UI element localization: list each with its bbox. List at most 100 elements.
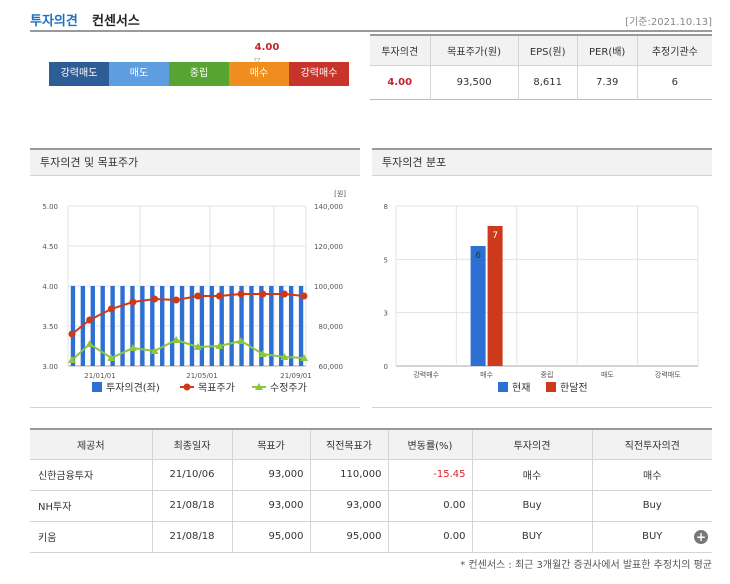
- adjusted-price-point: [280, 353, 289, 360]
- panel-title: 투자의견 및 목표주가: [30, 148, 360, 176]
- summary-opinion-value: 4.00: [387, 76, 413, 88]
- opinion-distribution-panel: 투자의견 분포 8 5 3 0 강력매수 매수 6 7 중립 매도 강력매도 현재 한달전: [372, 148, 712, 408]
- table-row: NH투자 21/08/18 93,000 93,000 0.00 Buy Buy: [30, 490, 712, 522]
- legend-swatch: [183, 383, 191, 391]
- legend-label: 한달전: [560, 382, 588, 394]
- x-tick-label: 강력매도: [655, 370, 681, 379]
- right-tick-label: 140,000: [314, 203, 343, 211]
- x-tick-label: 매수: [480, 371, 493, 379]
- summary-header: PER(배): [576, 35, 638, 66]
- cell-provider: NH투자: [30, 490, 152, 522]
- target-price-point: [259, 290, 267, 298]
- adjusted-price-point: [128, 344, 137, 351]
- target-price-point: [194, 292, 202, 300]
- legend-label: 현재: [512, 382, 530, 394]
- x-tick-label: 21/09/01: [280, 372, 311, 380]
- adjusted-price-point: [85, 340, 94, 347]
- summary-target-price: 93,500: [429, 65, 519, 100]
- summary-header: 목표주가(원): [429, 35, 519, 66]
- target-price-point: [215, 292, 223, 300]
- score-marker-icon: ▽: [254, 56, 261, 65]
- y-tick-label: 5: [384, 256, 388, 264]
- opinion-bar: [288, 286, 294, 366]
- opinion-bar: [100, 286, 105, 366]
- cell-prev-target: 93,000: [309, 490, 388, 522]
- cell-target: 93,000: [231, 490, 310, 522]
- target-price-point: [151, 295, 159, 303]
- adjusted-price-point: [237, 337, 246, 344]
- month-ago-bar: [487, 226, 503, 366]
- summary-institution-count: 6: [636, 65, 712, 100]
- consensus-score: 4.00: [254, 42, 280, 53]
- target-price-point: [300, 292, 308, 300]
- cell-change: 0.00: [387, 521, 472, 553]
- cell-change: -15.45: [387, 459, 472, 491]
- cell-opinion: BUY: [471, 521, 592, 553]
- left-tick-label: 5.00: [42, 203, 58, 211]
- cell-prev-opinion: 매수: [591, 459, 712, 491]
- opinion-bar: [130, 286, 135, 366]
- data-label: 7: [492, 231, 498, 241]
- opinion-target-chart: 5.00 4.50 4.00 3.50 3.00 140,000 120,000 100,00…: [42, 189, 346, 394]
- reference-date: [기준:2021.10.13]: [625, 17, 712, 28]
- legend-label: 목표주가: [198, 382, 235, 394]
- opinion-scale-bar: 강력매도 매도 중립 매수 강력매수: [49, 62, 349, 86]
- cell-prev-target: 110,000: [309, 459, 388, 491]
- right-tick-label: 80,000: [319, 323, 344, 331]
- right-tick-label: 60,000: [319, 363, 344, 371]
- opinion-bar: [150, 286, 155, 366]
- opinion-bar: [140, 286, 145, 366]
- adjusted-price-point: [300, 354, 308, 361]
- cell-provider: 키움: [30, 521, 152, 553]
- opinion-bar: [110, 286, 115, 366]
- target-price-point: [107, 305, 115, 313]
- target-price-point: [86, 316, 94, 324]
- adjusted-price-point: [258, 350, 267, 357]
- table-row: 키움 21/08/18 95,000 95,000 0.00 BUY BUY: [30, 521, 712, 553]
- scale-strong-sell: 강력매도: [49, 62, 109, 86]
- broker-table: 제공처 최종일자 목표가 직전목표가 변동률(%) 투자의견 직전투자의견 신한…: [30, 428, 712, 553]
- col-prev-opinion: 직전투자의견: [591, 429, 712, 460]
- cell-prev-opinion: Buy: [591, 490, 712, 522]
- col-prev-target: 직전목표가: [309, 429, 388, 460]
- opinion-bar: [249, 286, 254, 366]
- opinion-bar: [169, 286, 175, 366]
- cell-date: 21/10/06: [151, 459, 232, 491]
- col-change: 변동률(%): [387, 429, 472, 460]
- cell-target: 95,000: [231, 521, 310, 553]
- opinion-bar: [90, 286, 95, 366]
- summary-header: 추정기관수: [636, 35, 712, 66]
- opinion-target-panel: 투자의견 및 목표주가 5.00 4.50 4.00 3.50 3.00 140,000 1…: [30, 148, 360, 408]
- x-tick-label: 중립: [541, 371, 554, 379]
- panel-title: 투자의견 분포: [372, 148, 712, 176]
- data-label: 6: [475, 251, 481, 261]
- adjusted-price-point: [172, 336, 181, 343]
- summary-per: 7.39: [576, 65, 638, 100]
- x-tick-label: 21/01/01: [84, 372, 115, 380]
- opinion-bar: [189, 286, 195, 366]
- adjusted-price-point: [215, 342, 224, 349]
- adjusted-price-line: [71, 338, 305, 361]
- opinion-bar: [179, 286, 185, 366]
- summary-header: EPS(원): [517, 35, 578, 66]
- legend-swatch: [92, 382, 102, 392]
- legend-label: 투자의견(좌): [106, 382, 160, 394]
- opinion-bar: [259, 286, 264, 366]
- col-provider: 제공처: [30, 429, 152, 460]
- scale-sell: 매도: [109, 62, 169, 86]
- target-price-point: [280, 290, 288, 298]
- cell-change: 0.00: [387, 490, 472, 522]
- opinion-bar: [239, 286, 244, 366]
- col-date: 최종일자: [151, 429, 232, 460]
- right-tick-label: 100,000: [314, 283, 343, 291]
- x-tick-label: 21/05/01: [186, 372, 217, 380]
- adjusted-price-point: [150, 347, 159, 354]
- footnote: * 컨센서스 : 최근 3개월간 증권사에서 발표한 추정치의 평균: [460, 560, 712, 571]
- opinion-bar: [269, 286, 274, 366]
- cell-provider: 신한금융투자: [30, 459, 152, 491]
- more-plus-button[interactable]: +: [694, 530, 708, 544]
- legend-swatch: [498, 382, 508, 392]
- opinion-bar: [70, 286, 76, 366]
- target-price-point: [129, 298, 137, 306]
- col-opinion: 투자의견: [471, 429, 592, 460]
